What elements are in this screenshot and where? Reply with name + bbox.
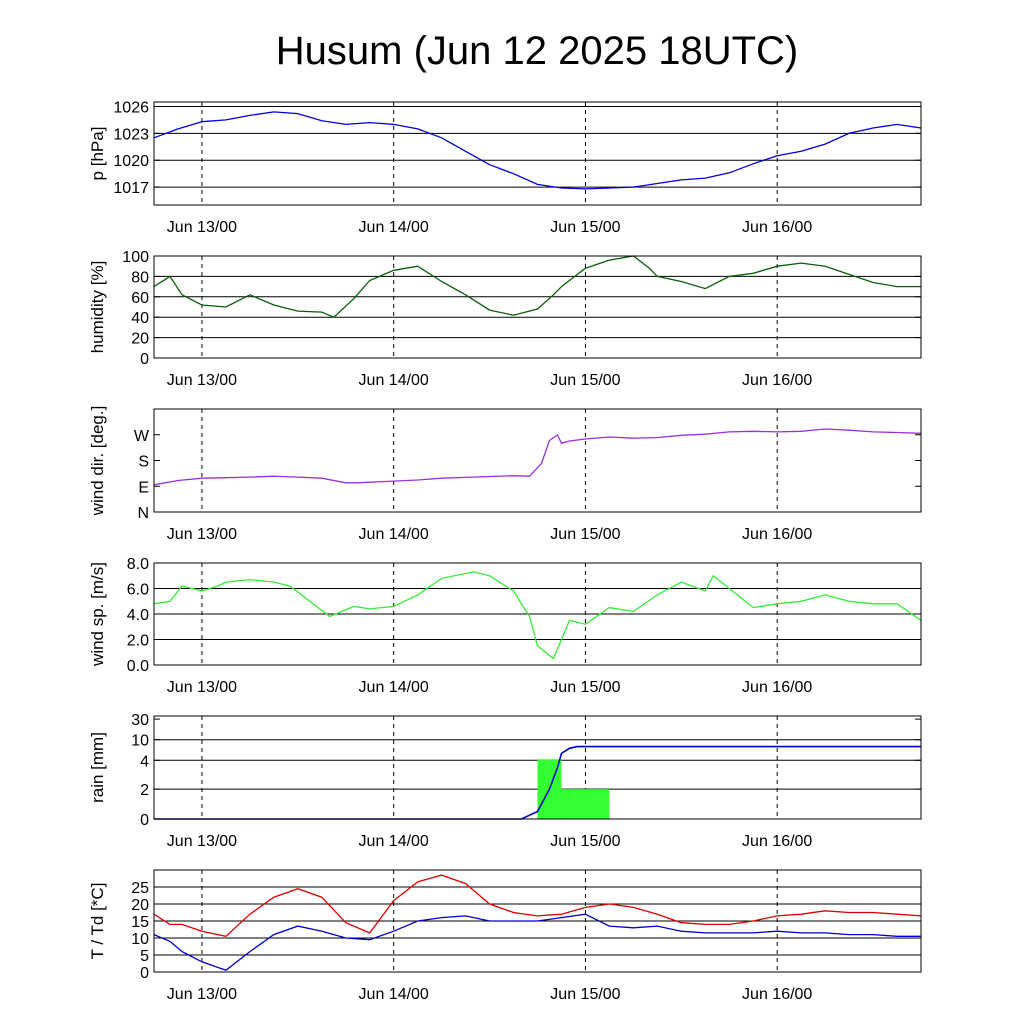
series-line-humidity xyxy=(153,255,921,318)
y-tick-label: 10 xyxy=(131,931,149,948)
x-tick-label: Jun 15/00 xyxy=(550,219,620,236)
x-tick-label: Jun 13/00 xyxy=(167,526,237,543)
x-tick-label: Jun 13/00 xyxy=(167,679,237,696)
y-tick-label: S xyxy=(138,454,149,471)
series-line-rain-cumulative xyxy=(154,745,921,820)
y-axis-label: rain [mm] xyxy=(88,732,107,803)
y-tick-label: 4.0 xyxy=(127,607,149,624)
x-tick-label: Jun 13/00 xyxy=(167,372,237,389)
panel-frame xyxy=(153,715,922,820)
series-line-dewpoint xyxy=(153,913,921,972)
y-tick-label: 2.0 xyxy=(127,633,149,650)
y-axis-label: humidity [%] xyxy=(88,261,107,354)
series-line-temperature xyxy=(153,874,922,938)
y-tick-label: W xyxy=(134,428,150,445)
panel-pressure: 1017 1020 1023 1026 Jun 13/00 Jun 14/00 Jun 15… xyxy=(88,99,922,236)
x-tick-label: Jun 14/00 xyxy=(359,986,429,1003)
y-tick-label: 60 xyxy=(131,290,149,307)
x-tick-label: Jun 15/00 xyxy=(550,372,620,389)
y-tick-label: 1020 xyxy=(113,153,149,170)
y-axis-label: wind dir. [deg.] xyxy=(88,406,107,517)
x-tick-label: Jun 16/00 xyxy=(742,526,812,543)
x-tick-label: Jun 14/00 xyxy=(359,833,429,850)
y-tick-label: 5 xyxy=(140,948,149,965)
x-tick-label: Jun 15/00 xyxy=(550,679,620,696)
y-tick-label: 15 xyxy=(131,914,149,931)
series-line-wind_dir xyxy=(153,428,922,486)
panel-frame xyxy=(153,408,922,513)
panel-frame xyxy=(153,255,922,359)
y-tick-label: 80 xyxy=(131,269,149,286)
x-tick-label: Jun 16/00 xyxy=(742,986,812,1003)
y-tick-label: 0.0 xyxy=(127,658,149,675)
x-tick-label: Jun 13/00 xyxy=(167,833,237,850)
y-tick-label: 1017 xyxy=(113,180,149,197)
y-tick-label: 0 xyxy=(140,351,149,368)
x-tick-label: Jun 16/00 xyxy=(742,372,812,389)
y-tick-label: 25 xyxy=(131,880,149,897)
y-axis-label: wind sp. [m/s] xyxy=(88,562,107,667)
y-tick-label: 8.0 xyxy=(127,556,149,573)
y-tick-label: 4 xyxy=(140,753,149,770)
y-tick-label: 30 xyxy=(131,712,149,729)
x-tick-label: Jun 14/00 xyxy=(359,219,429,236)
series-line-pressure xyxy=(153,111,922,190)
panel-rain: 0 2 4 10 30 Jun 13/00 Jun 14/00 Jun 15/00 Jun 16… xyxy=(88,712,922,850)
x-tick-label: Jun 14/00 xyxy=(359,372,429,389)
y-tick-label: 20 xyxy=(131,331,149,348)
series-line-wind_speed xyxy=(153,571,922,660)
x-tick-label: Jun 14/00 xyxy=(359,679,429,696)
x-tick-label: Jun 15/00 xyxy=(550,833,620,850)
panel-humidity: 0 20 40 60 80 100 Jun 13/00 Jun 14/00 Jun 15/00 J… xyxy=(88,249,922,389)
y-tick-label: 1026 xyxy=(113,99,149,116)
y-tick-label: 40 xyxy=(131,310,149,327)
x-tick-label: Jun 13/00 xyxy=(167,219,237,236)
y-tick-label: E xyxy=(138,479,149,496)
x-tick-label: Jun 15/00 xyxy=(550,986,620,1003)
x-tick-label: Jun 16/00 xyxy=(742,219,812,236)
y-tick-label: 20 xyxy=(131,897,149,914)
x-tick-label: Jun 13/00 xyxy=(167,986,237,1003)
rain-bar xyxy=(561,789,610,819)
y-tick-label: 2 xyxy=(140,782,149,799)
y-tick-label: N xyxy=(137,505,149,522)
y-tick-label: 0 xyxy=(140,965,149,982)
y-tick-label: 10 xyxy=(131,733,149,750)
y-tick-label: 100 xyxy=(122,249,149,266)
chart-title: Husum (Jun 12 2025 18UTC) xyxy=(276,29,798,73)
panel-frame xyxy=(153,101,922,206)
y-tick-label: 1023 xyxy=(113,126,149,143)
y-axis-label: p [hPa] xyxy=(88,127,107,181)
panel-wind_speed: 0.0 2.0 4.0 6.0 8.0 Jun 13/00 Jun 14/00 Jun 15/… xyxy=(88,556,922,696)
x-tick-label: Jun 15/00 xyxy=(550,526,620,543)
y-tick-label: 6.0 xyxy=(127,582,149,599)
y-tick-label: 0 xyxy=(140,812,149,829)
x-tick-label: Jun 16/00 xyxy=(742,833,812,850)
x-tick-label: Jun 16/00 xyxy=(742,679,812,696)
y-axis-label: T / Td [*C] xyxy=(88,883,107,960)
x-tick-label: Jun 14/00 xyxy=(359,526,429,543)
